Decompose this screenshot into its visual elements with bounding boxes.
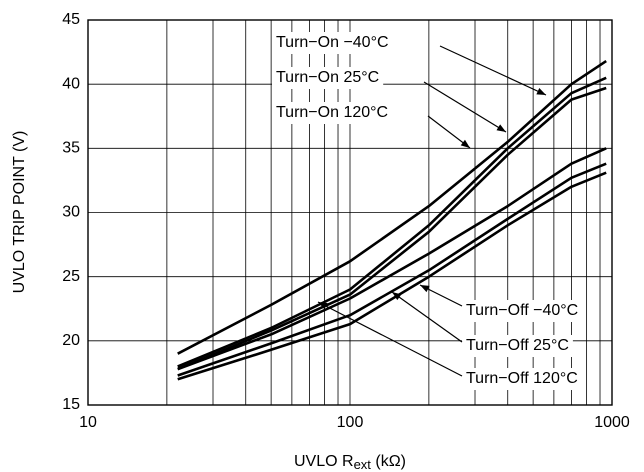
series-label: Turn−On 120°C xyxy=(276,104,388,121)
x-tick-label: 1000 xyxy=(594,414,630,431)
label-background xyxy=(462,300,583,322)
y-tick-label: 25 xyxy=(62,268,80,285)
arrow-line xyxy=(423,81,507,133)
y-tick-label: 40 xyxy=(62,75,80,92)
arrow-head xyxy=(536,88,546,95)
series-line xyxy=(177,171,607,381)
y-tick-label: 20 xyxy=(62,332,80,349)
annotations: Turn−On −40°C Turn−On 25°C Turn−On 120°C Tu… xyxy=(272,32,583,390)
series-label: Turn−On 25°C xyxy=(276,69,379,86)
arrow-head xyxy=(318,302,328,310)
x-tick-label: 100 xyxy=(337,414,364,431)
y-axis-label: UVLO TRIP POINT (V) xyxy=(11,131,28,294)
label-background xyxy=(272,67,384,89)
label-background xyxy=(272,32,393,54)
series-line xyxy=(177,60,607,355)
series-line xyxy=(177,147,607,371)
series-label: Turn−Off 120°C xyxy=(466,370,578,387)
arrow-line xyxy=(439,45,547,96)
label-background xyxy=(462,335,573,357)
label-background xyxy=(272,102,393,124)
y-tick-label: 45 xyxy=(62,11,80,28)
plot-frame xyxy=(87,19,613,406)
x-tick-label: 10 xyxy=(79,414,97,431)
arrow-head xyxy=(460,139,470,148)
lines xyxy=(177,60,607,381)
series-label: Turn−Off −40°C xyxy=(466,302,578,319)
series-line xyxy=(177,162,607,377)
x-axis-label-sub: ext xyxy=(354,457,372,472)
arrow-line xyxy=(391,291,463,343)
arrow-line xyxy=(317,301,463,377)
series-label: Turn−On −40°C xyxy=(276,34,389,51)
series-label: Turn−Off 25°C xyxy=(466,337,569,354)
x-axis-label-main: UVLO R xyxy=(294,453,354,470)
label-background xyxy=(462,368,582,390)
x-axis-label: UVLO Rext (kΩ) xyxy=(294,453,406,472)
y-tick-label: 15 xyxy=(62,396,80,413)
x-axis-label-suffix: (kΩ) xyxy=(371,453,406,470)
arrow-head xyxy=(420,285,430,293)
arrow-head xyxy=(496,124,506,132)
y-tick-label: 35 xyxy=(62,140,80,157)
series-line xyxy=(177,86,607,371)
series-line xyxy=(177,76,607,368)
arrow-head xyxy=(392,292,402,301)
y-tick-label: 30 xyxy=(62,204,80,221)
